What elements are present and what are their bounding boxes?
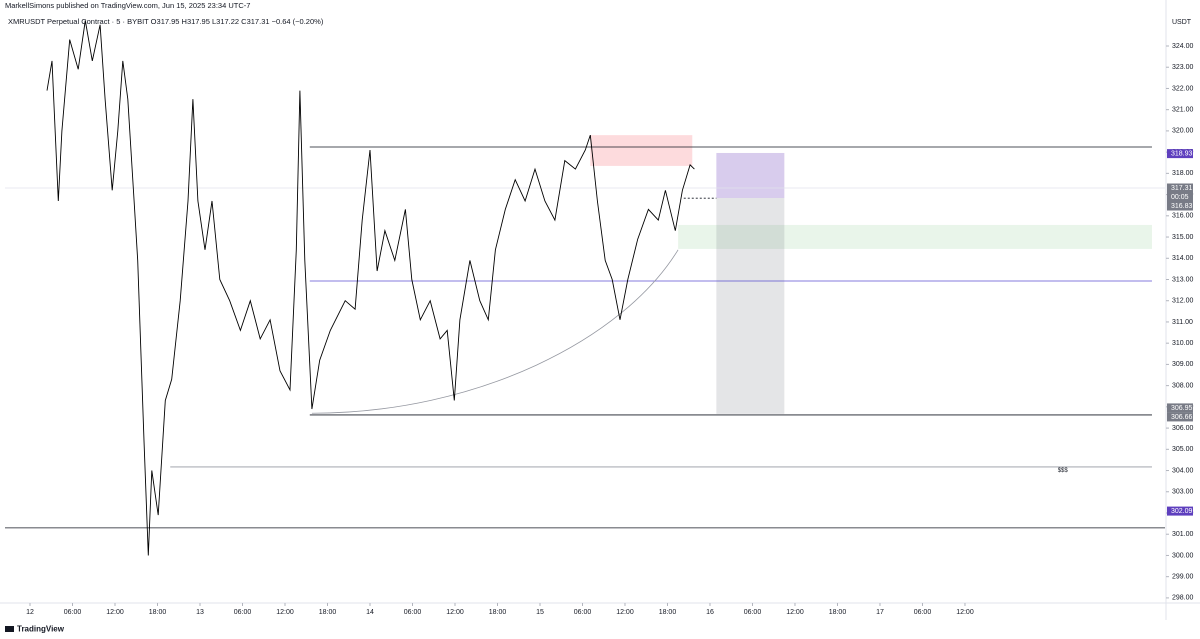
- price-label: 302.09: [1171, 508, 1193, 515]
- arc-curve: [311, 249, 679, 414]
- x-tick-label: 12:00: [446, 609, 464, 616]
- y-tick-label: 305.00: [1172, 446, 1194, 453]
- price-label-bg: [1167, 412, 1193, 422]
- y-tick-label: 324.00: [1172, 43, 1194, 50]
- x-tick-label: 18:00: [659, 609, 677, 616]
- zone: [716, 152, 785, 198]
- x-tick-label: 06:00: [744, 609, 762, 616]
- price-label-bg: [1167, 183, 1193, 193]
- price-label: 316.83: [1171, 203, 1193, 210]
- y-tick-label: 298.00: [1172, 595, 1194, 602]
- zone: [716, 197, 785, 414]
- y-tick-label: 308.00: [1172, 382, 1194, 389]
- logo-mark: [5, 626, 14, 632]
- x-tick-label: 12:00: [616, 609, 634, 616]
- y-tick-label: 313.00: [1172, 276, 1194, 283]
- price-label-bg: [1167, 201, 1193, 211]
- y-tick-label: 318.00: [1172, 170, 1194, 177]
- price-label: 306.95: [1171, 405, 1193, 412]
- x-tick-label: 16: [706, 609, 714, 616]
- countdown-bg: [1167, 192, 1193, 202]
- y-tick-label: 304.00: [1172, 467, 1194, 474]
- y-tick-label: 312.00: [1172, 298, 1194, 305]
- price-label-bg: [1167, 403, 1193, 413]
- y-tick-label: 310.00: [1172, 340, 1194, 347]
- y-tick-label: 322.00: [1172, 85, 1194, 92]
- price-label-bg: [1167, 506, 1193, 516]
- x-tick-label: 18:00: [829, 609, 847, 616]
- x-tick-label: 12:00: [276, 609, 294, 616]
- x-tick-label: 17: [876, 609, 884, 616]
- y-tick-label: 300.00: [1172, 552, 1194, 559]
- chart-title: MarkellSimons published on TradingView.c…: [5, 1, 250, 10]
- x-tick-label: 12:00: [106, 609, 124, 616]
- zone: [678, 224, 1152, 249]
- x-tick-label: 18:00: [149, 609, 167, 616]
- y-tick-label: 301.00: [1172, 531, 1194, 538]
- x-tick-label: 06:00: [914, 609, 932, 616]
- x-tick-label: 06:00: [64, 609, 82, 616]
- y-tick-label: 316.00: [1172, 213, 1194, 220]
- y-tick-label: 314.00: [1172, 255, 1194, 262]
- x-tick-label: 06:00: [404, 609, 422, 616]
- x-tick-label: 12:00: [786, 609, 804, 616]
- x-tick-label: 14: [366, 609, 374, 616]
- x-tick-label: 15: [536, 609, 544, 616]
- y-tick-label: 320.00: [1172, 128, 1194, 135]
- x-tick-label: 18:00: [489, 609, 507, 616]
- y-tick-label: 309.00: [1172, 361, 1194, 368]
- price-label: 317.31: [1171, 185, 1193, 192]
- zone: [590, 135, 693, 166]
- y-tick-label: 323.00: [1172, 64, 1194, 71]
- y-axis-label: USDT: [1172, 19, 1192, 26]
- y-tick-label: 303.00: [1172, 489, 1194, 496]
- x-tick-label: 12:00: [956, 609, 974, 616]
- price-line: [46, 20, 695, 556]
- x-tick-label: 06:00: [574, 609, 592, 616]
- x-tick-label: 13: [196, 609, 204, 616]
- y-tick-label: 306.00: [1172, 425, 1194, 432]
- y-tick-label: 311.00: [1172, 319, 1193, 326]
- y-tick-label: 321.00: [1172, 107, 1194, 114]
- y-tick-label: 315.00: [1172, 234, 1194, 241]
- x-tick-label: 06:00: [234, 609, 252, 616]
- x-tick-label: 12: [26, 609, 34, 616]
- y-tick-label: 299.00: [1172, 574, 1194, 581]
- note: $$$: [1058, 468, 1069, 474]
- x-tick-label: 18:00: [319, 609, 337, 616]
- countdown: 00:05: [1171, 194, 1189, 201]
- footer: TradingView: [17, 625, 65, 634]
- symbol-info: XMRUSDT Perpetual Contract · 5 · BYBIT O…: [8, 17, 324, 26]
- price-label: 318.93: [1171, 151, 1193, 158]
- price-label-bg: [1167, 149, 1193, 159]
- price-label: 306.66: [1171, 414, 1193, 421]
